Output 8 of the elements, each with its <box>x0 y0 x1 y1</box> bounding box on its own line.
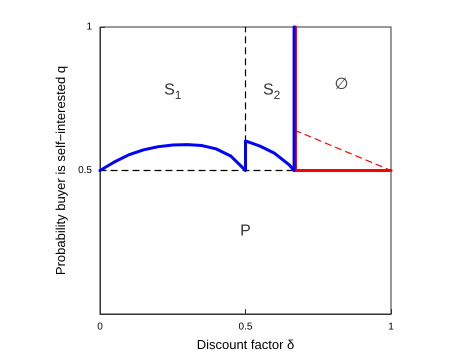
x-tick-label: 0.5 <box>238 322 253 332</box>
x-tick-label: 1 <box>388 322 394 332</box>
x-axis-title: Discount factor δ <box>196 337 294 352</box>
y-axis-title: Probability buyer is self−interested q <box>53 66 68 276</box>
line-series <box>98 26 296 172</box>
annotation: P <box>240 222 251 240</box>
x-tick-label: 0 <box>97 322 104 332</box>
annotation: ∅ <box>334 76 349 93</box>
